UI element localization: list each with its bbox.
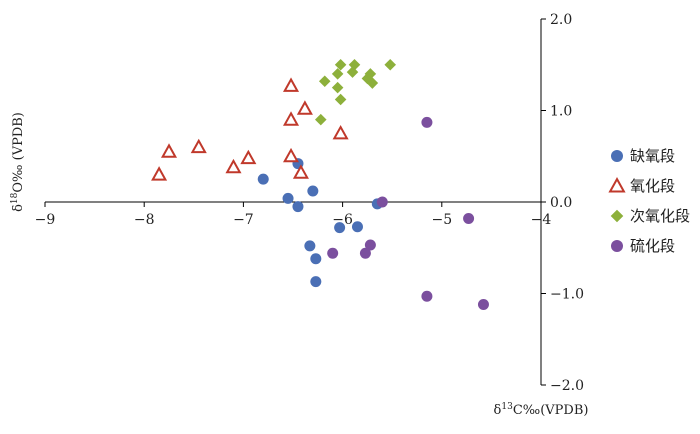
x-axis-title: δ13C‰(VPDB) <box>494 402 589 418</box>
series-1 <box>151 77 349 181</box>
x-tick-label: −4 <box>531 212 552 228</box>
data-point <box>346 66 359 78</box>
data-point <box>310 253 322 265</box>
legend-label: 氧化段 <box>630 177 675 195</box>
data-point <box>307 185 319 197</box>
data-point <box>282 192 294 204</box>
data-point <box>151 166 168 181</box>
data-point <box>331 81 344 94</box>
data-point <box>366 77 379 89</box>
y-tick-label: −1.0 <box>550 287 584 303</box>
series-2 <box>315 58 396 126</box>
y-tick-label: 2.0 <box>550 12 572 28</box>
data-point <box>160 143 178 158</box>
data-point <box>304 240 316 252</box>
legend-item: 硫化段 <box>611 237 675 255</box>
legend-marker <box>611 240 623 252</box>
legend-marker <box>611 150 623 162</box>
data-point <box>364 68 377 80</box>
data-point <box>282 111 300 126</box>
data-point <box>359 247 371 259</box>
data-point <box>296 100 313 115</box>
data-point <box>225 158 242 174</box>
data-point <box>282 77 300 92</box>
data-point <box>334 222 346 234</box>
data-point <box>190 138 207 154</box>
data-point <box>292 201 304 213</box>
data-point <box>331 68 344 80</box>
data-point <box>332 124 349 140</box>
data-point <box>334 93 347 106</box>
data-points <box>151 58 489 310</box>
x-tick-label: −9 <box>35 212 56 228</box>
x-tick-label: −7 <box>233 212 254 228</box>
legend-marker <box>608 177 626 193</box>
series-0 <box>257 158 383 288</box>
data-point <box>310 276 322 288</box>
ticks: −9 −8 −7 −6 −5 −4−2.0−1.00.01.02.0 <box>35 12 584 394</box>
data-point <box>318 75 331 87</box>
data-point <box>421 116 433 128</box>
y-axis-title: δ18O‰ (VPDB) <box>10 112 26 212</box>
data-point <box>351 221 363 233</box>
legend-label: 硫化段 <box>630 237 675 255</box>
legend-label: 缺氧段 <box>630 147 675 165</box>
data-point <box>384 58 396 71</box>
legend-marker <box>610 209 624 223</box>
data-point <box>463 212 475 224</box>
data-point <box>292 164 309 179</box>
data-point <box>348 58 361 71</box>
legend-item: 缺氧段 <box>611 147 675 165</box>
data-point <box>257 173 269 185</box>
legend-label: 次氧化段 <box>630 207 690 225</box>
x-tick-label: −8 <box>134 212 155 228</box>
x-tick-label: −5 <box>431 212 452 228</box>
y-tick-label: −2.0 <box>550 378 584 394</box>
data-point <box>477 298 489 310</box>
data-point <box>364 239 376 251</box>
y-tick-label: 1.0 <box>550 104 572 120</box>
series-3 <box>327 116 489 310</box>
legend-item: 次氧化段 <box>610 207 690 225</box>
data-point <box>315 113 327 126</box>
legend-item: 氧化段 <box>608 177 675 195</box>
data-point <box>334 58 347 71</box>
y-tick-label: 0.0 <box>550 195 572 211</box>
data-point <box>376 196 388 208</box>
data-point <box>282 147 300 163</box>
data-point <box>327 247 339 259</box>
axes <box>45 19 542 385</box>
data-point <box>240 149 257 165</box>
data-point <box>421 290 433 302</box>
